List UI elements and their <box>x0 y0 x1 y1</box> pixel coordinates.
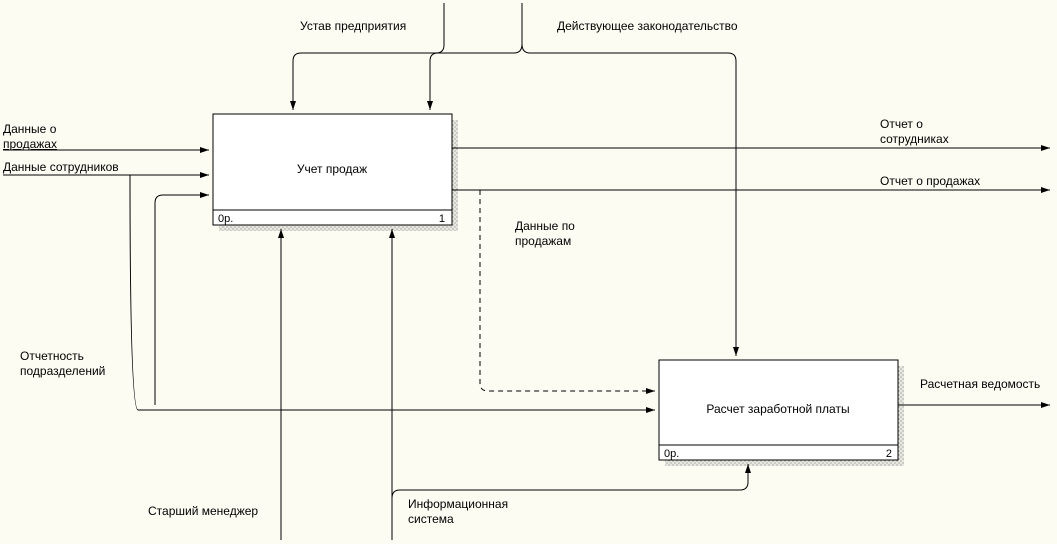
arrow-zakon-to-box2 <box>522 44 736 356</box>
box1-label: Учет продаж <box>297 162 367 176</box>
label-zakon: Действующее законодательство <box>557 19 738 33</box>
label-mid-sales-2: продажам <box>515 234 571 248</box>
arrow-reports <box>155 195 209 405</box>
label-sales-report: Отчет о продажах <box>880 174 980 188</box>
label-sales-data-1: Данные о <box>3 122 57 136</box>
box2-label: Расчет заработной платы <box>706 402 849 416</box>
box2-left-code: 0р. <box>664 448 679 460</box>
arrow-system-to-box2 <box>392 464 748 498</box>
label-payroll: Расчетная ведомость <box>920 377 1040 391</box>
label-reports-1: Отчетность <box>20 349 84 363</box>
label-manager: Старший менеджер <box>148 504 258 518</box>
label-ustav: Устав предприятия <box>300 19 406 33</box>
arrow-zakon-to-box1 <box>430 44 522 110</box>
label-mid-sales-1: Данные по <box>515 219 575 233</box>
idef0-diagram: Учет продаж 0р. 1 Расчет заработной плат… <box>0 0 1057 544</box>
label-system-2: система <box>408 512 454 526</box>
label-sales-data-2: продажах <box>3 137 57 151</box>
label-employees: Данные сотрудников <box>3 160 119 174</box>
box2-right-code: 2 <box>886 448 892 460</box>
label-system-1: Информационная <box>408 497 508 511</box>
label-emp-report-2: сотрудниках <box>880 132 949 146</box>
box1-right-code: 1 <box>439 213 445 225</box>
label-emp-report-1: Отчет о <box>880 117 923 131</box>
box1-left-code: 0р. <box>218 213 233 225</box>
label-reports-2: подразделений <box>20 364 105 378</box>
